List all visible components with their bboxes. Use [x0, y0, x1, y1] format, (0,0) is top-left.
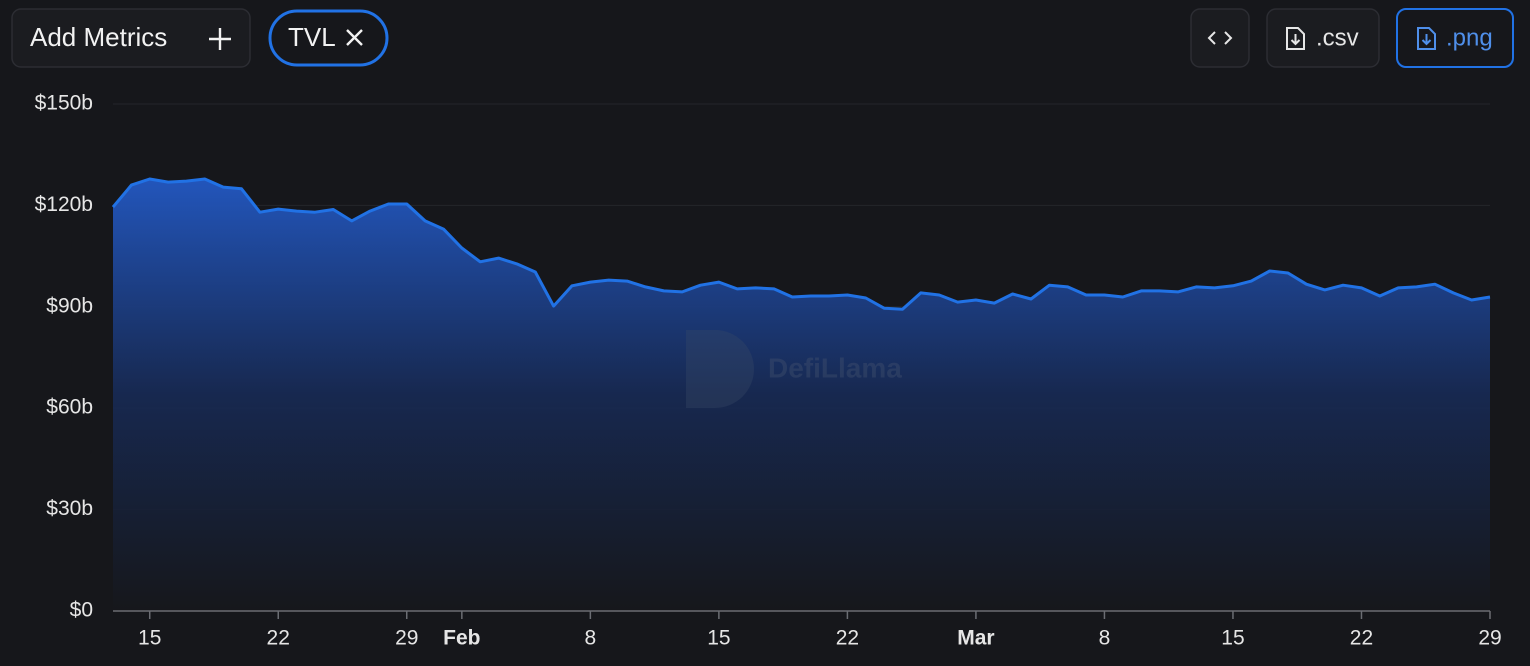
- x-tick-label: 15: [707, 627, 730, 650]
- watermark-text: DefiLlama: [768, 352, 902, 383]
- y-tick-label: $90b: [46, 294, 93, 317]
- button-bg: [1396, 8, 1514, 68]
- y-tick-label: $120b: [35, 193, 93, 216]
- png-button[interactable]: .png: [1396, 8, 1514, 68]
- x-tick-label: 22: [1350, 627, 1373, 650]
- file-icon: [1417, 27, 1436, 50]
- button-bg: [1190, 8, 1250, 68]
- x-tick-label: 29: [395, 627, 418, 650]
- plus-icon: [209, 28, 231, 50]
- button-label: .png: [1446, 24, 1493, 51]
- y-tick-label: $150b: [35, 92, 93, 115]
- button-label: .csv: [1316, 24, 1359, 51]
- y-tick-label: $60b: [46, 396, 93, 419]
- x-tick-label: 15: [1221, 627, 1244, 650]
- axes: $0 $30b $60b $90b $120b $150b 15 22 29 Feb 8 15 22 Ma…: [35, 92, 1502, 650]
- button-label: Add Metrics: [30, 22, 167, 52]
- x-tick-label: 8: [1099, 627, 1111, 650]
- csv-button[interactable]: .csv: [1266, 8, 1380, 68]
- watermark: DefiLlama: [686, 330, 902, 408]
- plot: [111, 177, 1491, 611]
- y-tick-label: $0: [70, 599, 93, 622]
- add-metrics-button[interactable]: Add Metrics: [11, 8, 251, 68]
- file-icon: [1286, 27, 1305, 50]
- area-fill: [113, 179, 1490, 611]
- metric-chip[interactable]: TVL: [268, 9, 389, 67]
- x-tick-label: 15: [138, 627, 161, 650]
- x-tick-label: Mar: [957, 627, 994, 650]
- x-tick-label: 29: [1478, 627, 1501, 650]
- code-icon: [1207, 31, 1233, 45]
- button-bg: [11, 8, 251, 68]
- y-tick-label: $30b: [46, 497, 93, 520]
- watermark-logo: [686, 330, 754, 408]
- x-tick-label: 8: [585, 627, 597, 650]
- close-icon: [346, 29, 363, 46]
- embed-button[interactable]: [1190, 8, 1250, 68]
- button-bg: [1266, 8, 1380, 68]
- series-line: [111, 177, 1491, 311]
- x-tick-label: 22: [836, 627, 859, 650]
- chip-label: TVL: [288, 22, 336, 52]
- x-tick-label: Feb: [443, 627, 480, 650]
- x-tick-label: 22: [267, 627, 290, 650]
- chip-bg: [268, 9, 389, 67]
